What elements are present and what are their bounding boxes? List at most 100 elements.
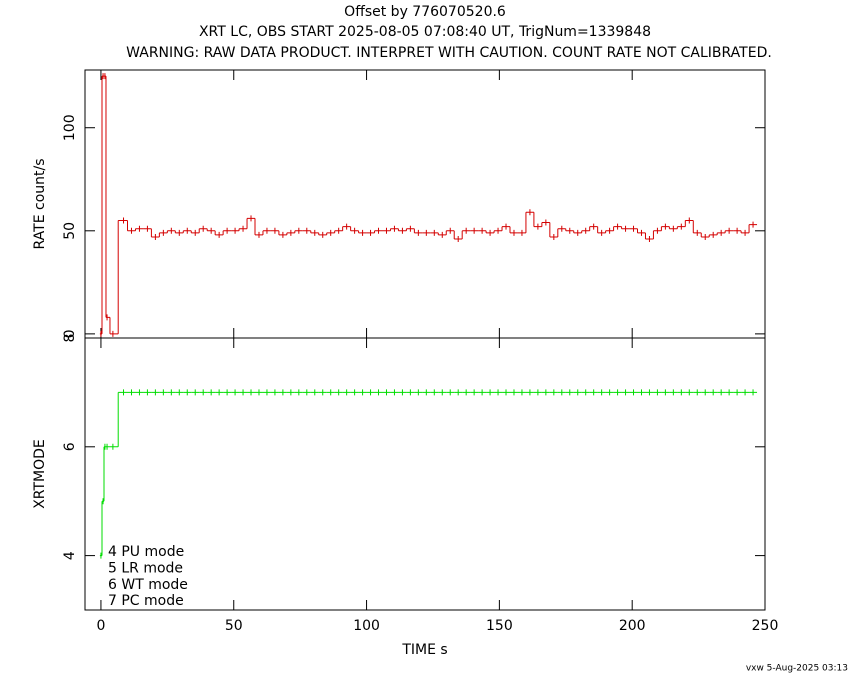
data-point	[143, 389, 152, 396]
data-point	[462, 227, 471, 234]
data-point	[653, 227, 662, 234]
data-point	[255, 231, 263, 238]
data-point	[733, 227, 742, 234]
data-point	[406, 225, 415, 232]
data-point	[597, 389, 606, 396]
data-point	[183, 227, 192, 234]
data-point	[510, 229, 518, 236]
data-point	[286, 389, 295, 396]
data-point	[645, 389, 654, 396]
data-point	[462, 389, 471, 396]
data-point	[749, 221, 758, 228]
data-point	[103, 443, 106, 450]
data-point	[215, 231, 224, 238]
legend-text: 5 LR mode	[108, 560, 183, 576]
data-point	[557, 389, 566, 396]
data-point	[486, 389, 495, 396]
data-point	[533, 389, 542, 396]
data-point	[581, 227, 590, 234]
data-point	[510, 389, 518, 396]
data-point	[270, 227, 279, 234]
data-point	[366, 229, 375, 236]
data-point	[398, 227, 407, 234]
data-point	[105, 314, 110, 321]
data-point	[247, 389, 255, 396]
data-point	[677, 389, 686, 396]
data-point	[573, 229, 582, 236]
data-point	[438, 231, 447, 238]
data-point	[605, 227, 614, 234]
data-point	[717, 229, 726, 236]
data-point	[366, 389, 375, 396]
data-point	[709, 231, 718, 238]
data-point	[677, 223, 686, 230]
data-point	[358, 389, 367, 396]
data-point	[278, 389, 287, 396]
data-point	[127, 389, 136, 396]
data-point	[589, 223, 598, 230]
data-point	[669, 225, 678, 232]
y-tick-label: 100	[62, 114, 78, 141]
data-point	[294, 389, 303, 396]
data-point	[326, 229, 335, 236]
data-point	[318, 389, 327, 396]
data-point	[494, 227, 503, 234]
data-point	[167, 389, 176, 396]
data-point	[669, 389, 678, 396]
data-point	[382, 389, 391, 396]
data-point	[613, 223, 622, 230]
data-point	[358, 229, 367, 236]
data-point	[494, 389, 503, 396]
data-point	[478, 227, 487, 234]
data-point	[191, 229, 200, 236]
data-point	[109, 330, 119, 337]
data-point	[430, 229, 439, 236]
data-point	[207, 227, 216, 234]
data-point	[693, 229, 702, 236]
data-point	[390, 389, 399, 396]
data-point	[422, 389, 431, 396]
x-tick-label: 50	[225, 618, 243, 634]
chart-subtitle: XRT LC, OBS START 2025-08-05 07:08:40 UT…	[199, 24, 651, 40]
data-point	[693, 389, 702, 396]
data-point	[629, 389, 638, 396]
x-tick-label: 0	[96, 618, 105, 634]
y-tick-label: 8	[62, 334, 78, 343]
data-point	[541, 389, 550, 396]
data-point	[199, 225, 208, 232]
data-point	[151, 233, 160, 240]
x-tick-label: 200	[619, 618, 646, 634]
y-tick-label: 6	[62, 442, 78, 451]
data-point	[159, 389, 168, 396]
data-point	[118, 217, 128, 224]
data-point	[334, 389, 343, 396]
data-point	[374, 227, 383, 234]
data-point	[302, 389, 311, 396]
data-point	[685, 217, 694, 224]
data-point	[438, 389, 447, 396]
data-point	[517, 229, 526, 236]
data-point	[621, 225, 630, 232]
y-axis-label: XRTMODE	[32, 439, 48, 509]
data-point	[701, 389, 710, 396]
data-point	[382, 227, 391, 234]
data-point	[470, 227, 479, 234]
data-point	[223, 227, 232, 234]
data-point	[151, 389, 160, 396]
x-tick-label: 150	[486, 618, 513, 634]
y-tick-label: 4	[62, 551, 78, 560]
data-point	[621, 389, 630, 396]
x-tick-label: 250	[752, 618, 779, 634]
data-point	[294, 227, 303, 234]
data-point	[653, 389, 662, 396]
data-point	[517, 389, 526, 396]
data-point	[573, 389, 582, 396]
data-point	[541, 219, 550, 226]
data-point	[99, 330, 102, 337]
data-point	[350, 389, 359, 396]
data-point	[183, 389, 192, 396]
x-tick-label: 100	[353, 618, 380, 634]
data-point	[175, 229, 184, 236]
data-point	[105, 443, 110, 450]
data-point	[278, 231, 287, 238]
